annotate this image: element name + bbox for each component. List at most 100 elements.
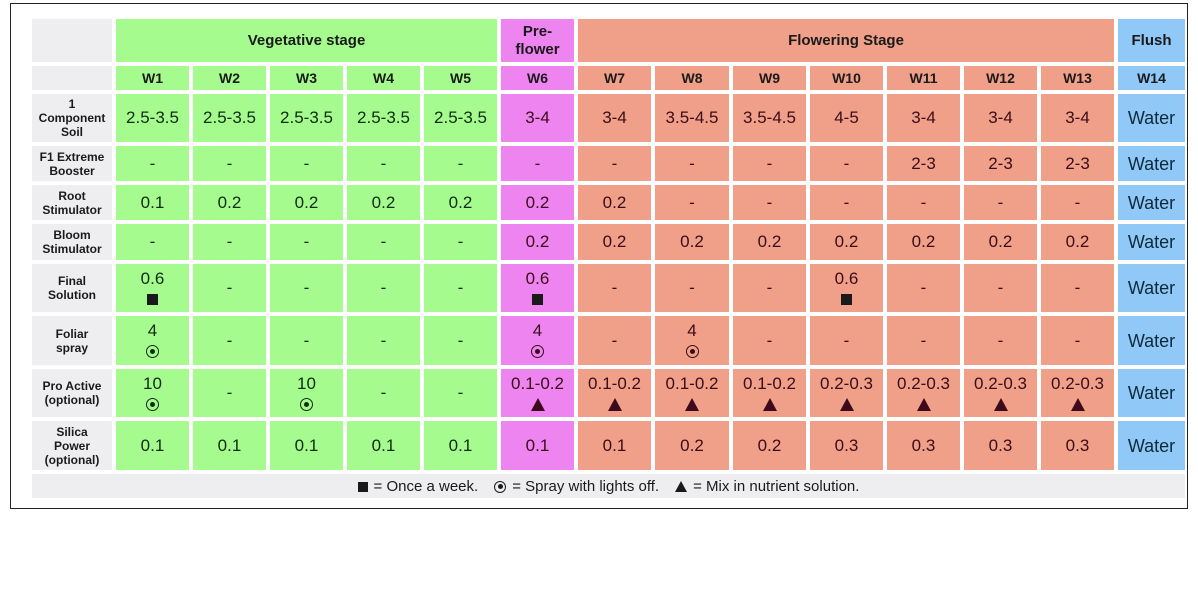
dose-value: 0.1-0.2 <box>665 373 719 393</box>
symbol-wrapper <box>887 395 960 413</box>
dose-value: Water <box>1127 192 1176 213</box>
dose-value: 0.1-0.2 <box>588 373 641 393</box>
dose-cell-w3: 2.5-3.5 <box>270 94 343 142</box>
dose-cell-w3: - <box>270 224 343 260</box>
dose-value: - <box>303 330 310 350</box>
dose-value: 0.1-0.2 <box>743 373 796 393</box>
week-header-w7: W7 <box>578 66 651 90</box>
dose-cell-w2: - <box>193 224 266 260</box>
table-row: Final Solution 0.6 - - - - 0.6 - - - 0.6 - - - Water <box>32 264 1185 312</box>
legend-text: = Mix in nutrient solution. <box>693 477 860 495</box>
dose-value: 0.1 <box>371 435 396 455</box>
row-label-line: (optional) <box>44 393 100 407</box>
dose-value: 0.1 <box>525 435 550 455</box>
row-label-line: F1 Extreme <box>39 149 105 164</box>
dose-cell-w3: 0.1 <box>270 421 343 470</box>
dose-value: Water <box>1127 153 1176 174</box>
stage-flowering: Flowering Stage <box>578 19 1114 62</box>
stage-preflower-line1: Pre- <box>522 22 553 40</box>
dose-cell-w9: 0.2 <box>733 421 806 470</box>
dose-cell-w3: - <box>270 316 343 365</box>
dose-value: - <box>226 232 233 251</box>
dose-cell-w4: - <box>347 369 420 417</box>
row-label-line: Power <box>53 438 90 453</box>
dose-value: 3-4 <box>602 108 627 127</box>
row-label-line: Solution <box>48 288 96 302</box>
symbol-wrapper <box>655 342 729 360</box>
row-label-line: Stimulator <box>42 202 102 217</box>
table-row: 1 Component Soil 2.5-3.5 2.5-3.5 2.5-3.5 2.5-3… <box>32 94 1185 142</box>
triangle-icon <box>762 397 777 411</box>
dose-value: Water <box>1127 278 1176 298</box>
dose-value: 0.2-0.3 <box>820 373 873 393</box>
row-label-line: Root <box>58 188 86 203</box>
dose-cell-w12: 0.3 <box>964 421 1037 470</box>
dose-value: 0.6 <box>140 268 165 288</box>
dose-cell-w9: - <box>733 316 806 365</box>
triangle-icon <box>607 397 622 411</box>
dose-cell-w1: 2.5-3.5 <box>116 94 189 142</box>
schedule-frame: Vegetative stage Pre- flower Flowering S… <box>10 3 1188 509</box>
dose-cell-w11: 3-4 <box>887 94 960 142</box>
row-label: Root Stimulator <box>32 185 112 220</box>
circle-dot-icon <box>494 480 507 493</box>
dose-value: - <box>997 330 1004 350</box>
dose-cell-w7: - <box>578 146 651 181</box>
table-row: Bloom Stimulator - - - - - 0.2 0.2 0.2 0.2 0.2 0.2 0.… <box>32 224 1185 260</box>
row-label: Final Solution <box>32 264 112 312</box>
dose-value: 4 <box>687 321 697 340</box>
triangle-icon <box>839 397 854 411</box>
row-label: 1 Component Soil <box>32 94 112 142</box>
table-row: Root Stimulator 0.1 0.2 0.2 0.2 0.2 0.2 0.2 - - - - -… <box>32 185 1185 220</box>
row-label-line: (optional) <box>44 452 100 467</box>
dose-cell-w9: - <box>733 146 806 181</box>
stage-header-row: Vegetative stage Pre- flower Flowering S… <box>32 19 1185 62</box>
week-header-row: W1 W2 W3 W4 W5 W6 W7 W8 W9 W10 W11 W12 W13 W14 <box>32 66 1185 90</box>
dose-value: 2-3 <box>911 153 936 173</box>
feeding-schedule-table: Vegetative stage Pre- flower Flowering S… <box>28 15 1189 502</box>
dose-cell-w5: - <box>424 224 497 260</box>
dose-cell-w6: 0.1-0.2 <box>501 369 574 417</box>
dose-cell-w14: Water <box>1118 224 1185 260</box>
dose-cell-w7: - <box>578 316 651 365</box>
dose-cell-w14: Water <box>1118 264 1185 312</box>
dose-value: - <box>920 330 927 350</box>
dose-value: - <box>226 330 233 350</box>
legend: = Once a week. = Spray with lights off. = … <box>32 474 1185 498</box>
legend-item: = Spray with lights off. <box>494 478 659 495</box>
dose-cell-w11: 0.2 <box>887 224 960 260</box>
dose-value: - <box>1074 192 1081 212</box>
dose-cell-w4: 0.2 <box>347 185 420 220</box>
symbol-wrapper <box>964 395 1037 413</box>
symbol-wrapper <box>116 395 189 413</box>
dose-cell-w1: 4 <box>116 316 189 365</box>
dose-value: - <box>766 330 773 350</box>
symbol-wrapper <box>501 290 574 308</box>
legend-row: = Once a week. = Spray with lights off. = … <box>32 474 1185 498</box>
symbol-wrapper <box>578 395 651 413</box>
dose-cell-w12: 0.2 <box>964 224 1037 260</box>
dose-value: 3-4 <box>988 108 1013 127</box>
dose-cell-w4: - <box>347 224 420 260</box>
dose-cell-w7: 0.2 <box>578 224 651 260</box>
dose-cell-w1: 0.1 <box>116 185 189 220</box>
circle-dot-icon <box>146 397 159 411</box>
dose-value: 0.6 <box>834 268 859 288</box>
dose-value: - <box>689 192 695 212</box>
week-header-w4: W4 <box>347 66 420 90</box>
row-label-line: spray <box>55 340 89 355</box>
dose-value: - <box>380 278 387 297</box>
row-label: Bloom Stimulator <box>32 224 112 260</box>
week-header-w8: W8 <box>655 66 729 90</box>
dose-value: - <box>611 330 618 350</box>
dose-cell-w8: 3.5-4.5 <box>655 94 729 142</box>
dose-value: - <box>457 383 464 402</box>
dose-cell-w6: 0.6 <box>501 264 574 312</box>
dose-value: 0.2 <box>217 192 242 212</box>
week-header-w5: W5 <box>424 66 497 90</box>
row-label-line: Component <box>38 111 106 125</box>
row-label-line: Final <box>57 274 86 288</box>
dose-value: 2.5-3.5 <box>203 108 256 127</box>
dose-value: 0.2 <box>757 435 782 455</box>
dose-cell-w2: 0.2 <box>193 185 266 220</box>
